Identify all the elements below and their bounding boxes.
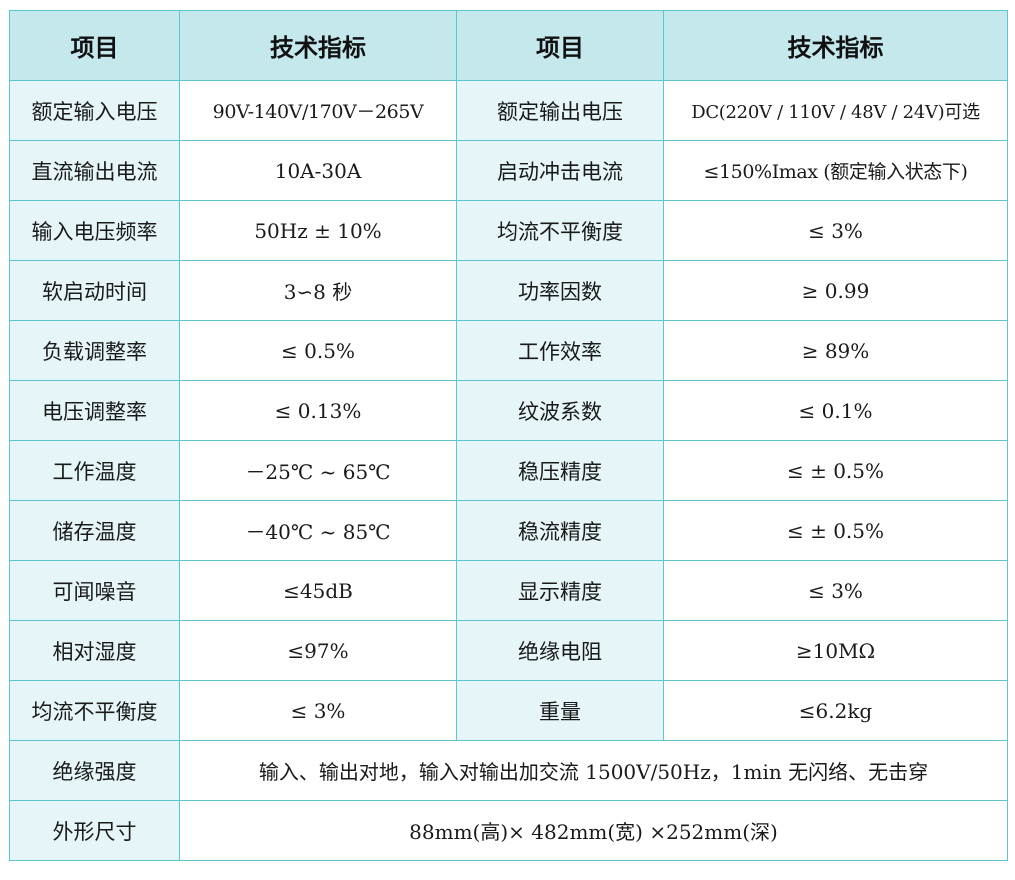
header-item-1: 项目: [9, 10, 180, 81]
table-row: 相对湿度 ≤97% 绝缘电阻 ≥10MΩ: [9, 620, 1008, 681]
table-row: 工作温度 －25℃ ~ 65℃ 稳压精度 ≤ ± 0.5%: [9, 440, 1008, 501]
spec-value: 10A-30A: [179, 140, 457, 201]
spec-value: ≥ 0.99: [663, 260, 1008, 321]
spec-value: ≤ ± 0.5%: [663, 440, 1008, 501]
item-label: 重量: [456, 680, 664, 741]
item-label: 显示精度: [456, 560, 664, 621]
item-label: 储存温度: [9, 500, 180, 561]
table-row-wide: 外形尺寸 88mm(高)× 482mm(宽) ×252mm(深): [9, 800, 1008, 861]
item-label: 额定输入电压: [9, 80, 180, 141]
spec-value-wide: 输入、输出对地，输入对输出加交流 1500V/50Hz，1min 无闪络、无击穿: [179, 740, 1008, 801]
item-label: 工作温度: [9, 440, 180, 501]
spec-value: 50Hz ± 10%: [179, 200, 457, 261]
spec-value: ≤ ± 0.5%: [663, 500, 1008, 561]
spec-value: ≤ 3%: [663, 200, 1008, 261]
item-label: 稳压精度: [456, 440, 664, 501]
item-label: 均流不平衡度: [456, 200, 664, 261]
item-label: 电压调整率: [9, 380, 180, 441]
spec-value: ≤ 3%: [179, 680, 457, 741]
table-row: 电压调整率 ≤ 0.13% 纹波系数 ≤ 0.1%: [9, 380, 1008, 441]
item-label: 负载调整率: [9, 320, 180, 381]
spec-value: DC(220V / 110V / 48V / 24V)可选: [663, 80, 1008, 141]
table-row: 均流不平衡度 ≤ 3% 重量 ≤6.2kg: [9, 680, 1008, 741]
spec-value: －40℃ ~ 85℃: [179, 500, 457, 561]
spec-table: 项目 技术指标 项目 技术指标 额定输入电压 90V-140V/170V－265…: [9, 10, 1008, 861]
table-row: 额定输入电压 90V-140V/170V－265V 额定输出电压 DC(220V…: [9, 80, 1008, 141]
spec-value: 90V-140V/170V－265V: [179, 80, 457, 141]
item-label: 工作效率: [456, 320, 664, 381]
table-row: 负载调整率 ≤ 0.5% 工作效率 ≥ 89%: [9, 320, 1008, 381]
spec-value: ≤6.2kg: [663, 680, 1008, 741]
item-label: 可闻噪音: [9, 560, 180, 621]
table-row-wide: 绝缘强度 输入、输出对地，输入对输出加交流 1500V/50Hz，1min 无闪…: [9, 740, 1008, 801]
item-label: 稳流精度: [456, 500, 664, 561]
item-label: 额定输出电压: [456, 80, 664, 141]
spec-value: ≥10MΩ: [663, 620, 1008, 681]
spec-value: ≥ 89%: [663, 320, 1008, 381]
header-spec-1: 技术指标: [179, 10, 457, 81]
spec-value: ≤ 3%: [663, 560, 1008, 621]
item-label: 启动冲击电流: [456, 140, 664, 201]
spec-value: ≤ 0.13%: [179, 380, 457, 441]
spec-value: 3∽8 秒: [179, 260, 457, 321]
item-label: 功率因数: [456, 260, 664, 321]
item-label: 软启动时间: [9, 260, 180, 321]
spec-value-wide: 88mm(高)× 482mm(宽) ×252mm(深): [179, 800, 1008, 861]
item-label: 直流输出电流: [9, 140, 180, 201]
table-row: 输入电压频率 50Hz ± 10% 均流不平衡度 ≤ 3%: [9, 200, 1008, 261]
header-item-2: 项目: [456, 10, 664, 81]
spec-value: ≤97%: [179, 620, 457, 681]
item-label: 均流不平衡度: [9, 680, 180, 741]
spec-value: ≤45dB: [179, 560, 457, 621]
spec-value: ≤ 0.5%: [179, 320, 457, 381]
spec-value: ≤150%Imax (额定输入状态下): [663, 140, 1008, 201]
table-row: 软启动时间 3∽8 秒 功率因数 ≥ 0.99: [9, 260, 1008, 321]
spec-value: －25℃ ~ 65℃: [179, 440, 457, 501]
item-label: 外形尺寸: [9, 800, 180, 861]
item-label: 输入电压频率: [9, 200, 180, 261]
item-label: 绝缘电阻: [456, 620, 664, 681]
item-label: 相对湿度: [9, 620, 180, 681]
spec-value: ≤ 0.1%: [663, 380, 1008, 441]
header-spec-2: 技术指标: [663, 10, 1008, 81]
table-row: 直流输出电流 10A-30A 启动冲击电流 ≤150%Imax (额定输入状态下…: [9, 140, 1008, 201]
table-row: 可闻噪音 ≤45dB 显示精度 ≤ 3%: [9, 560, 1008, 621]
item-label: 绝缘强度: [9, 740, 180, 801]
header-row: 项目 技术指标 项目 技术指标: [9, 10, 1008, 81]
item-label: 纹波系数: [456, 380, 664, 441]
table-row: 储存温度 －40℃ ~ 85℃ 稳流精度 ≤ ± 0.5%: [9, 500, 1008, 561]
